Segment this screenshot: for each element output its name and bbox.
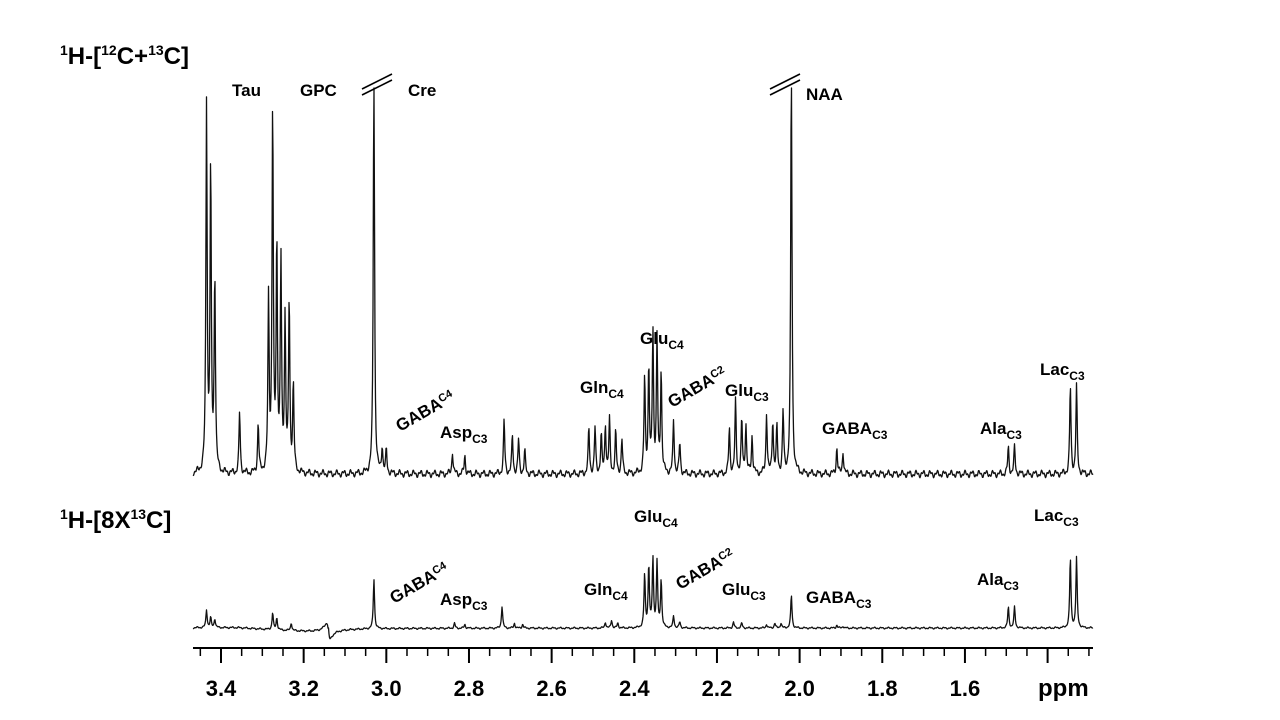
label-cre: Cre bbox=[408, 81, 436, 100]
label2-ala-c3: AlaC3 bbox=[977, 570, 1019, 593]
label2-glu-c4: GluC4 bbox=[634, 507, 678, 530]
truncation-mark-naa bbox=[769, 73, 801, 96]
label2-lac-c3: LacC3 bbox=[1034, 506, 1079, 529]
label-naa: NAA bbox=[806, 85, 843, 104]
x-tick-label: 3.4 bbox=[206, 676, 237, 701]
x-tick-label: 2.2 bbox=[702, 676, 733, 701]
label-tau: Tau bbox=[232, 81, 261, 100]
x-tick-label: 3.0 bbox=[371, 676, 402, 701]
spectrum-line-top bbox=[192, 87, 1094, 479]
label-ala-c3: AlaC3 bbox=[980, 419, 1022, 442]
label-gaba-c3: GABAC3 bbox=[822, 419, 888, 442]
spectrum-line-bottom bbox=[192, 554, 1094, 640]
label-gln-c4: GlnC4 bbox=[580, 378, 624, 401]
x-tick-label: 3.2 bbox=[288, 676, 319, 701]
x-axis-ticks: 3.4 3.2 3.0 2.8 2.6 2.4 2.2 2.0 1.8 1.6 bbox=[199, 648, 1090, 701]
label2-glu-c3: GluC3 bbox=[722, 580, 766, 603]
label-lac-c3: LacC3 bbox=[1040, 360, 1085, 383]
label-glu-c4: GluC4 bbox=[640, 329, 684, 352]
label-gpc: GPC bbox=[300, 81, 337, 100]
x-tick-label: 2.6 bbox=[536, 676, 567, 701]
panel2-title: 1H-[8X13C] bbox=[60, 506, 171, 534]
x-tick-label: 2.4 bbox=[619, 676, 650, 701]
x-tick-label: 2.0 bbox=[784, 676, 815, 701]
x-tick-label: 1.6 bbox=[950, 676, 981, 701]
truncation-mark-cre bbox=[361, 73, 393, 96]
x-tick-label: 1.8 bbox=[867, 676, 898, 701]
label2-gln-c4: GlnC4 bbox=[584, 580, 628, 603]
label2-asp-c3: AspC3 bbox=[440, 590, 488, 613]
label-glu-c3: GluC3 bbox=[725, 381, 769, 404]
label-asp-c3: AspC3 bbox=[440, 423, 488, 446]
x-tick-label: 2.8 bbox=[454, 676, 485, 701]
panel1-title: 1H-[12C+13C] bbox=[60, 42, 189, 70]
label-gaba-c2: GABAC2 bbox=[665, 363, 730, 412]
label2-gaba-c3: GABAC3 bbox=[806, 588, 872, 611]
x-axis-unit: ppm bbox=[1038, 675, 1089, 702]
